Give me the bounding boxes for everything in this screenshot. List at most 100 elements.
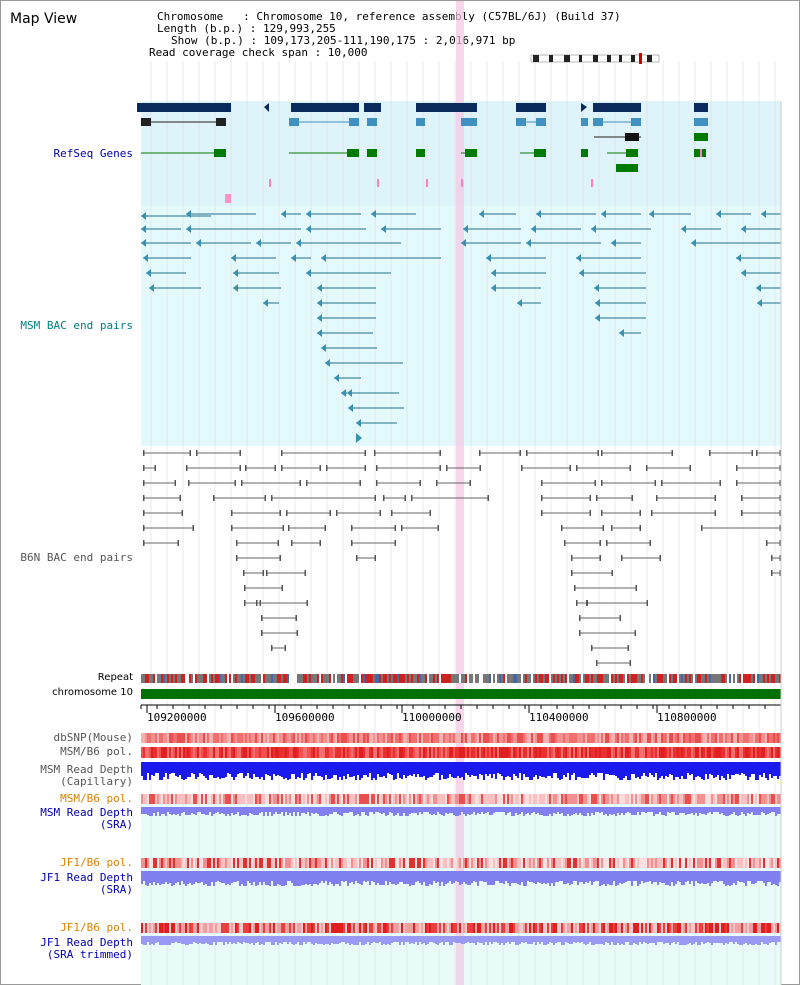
read-depth-bar <box>179 936 181 943</box>
bac-end-arrow <box>256 239 261 247</box>
read-depth-bar <box>435 807 437 815</box>
read-depth-bar <box>701 871 703 883</box>
pol-strip <box>521 923 523 933</box>
track-label-msm-depth-sra[interactable]: MSM Read Depth (SRA) <box>40 807 133 831</box>
read-depth-bar <box>347 871 349 886</box>
pol-strip <box>643 858 645 868</box>
pol-strip <box>779 858 781 868</box>
read-depth-bar <box>201 871 203 882</box>
dbsnp-strip <box>655 733 657 743</box>
pol-strip <box>603 794 605 804</box>
pol-strip <box>523 923 525 933</box>
pol-strip <box>325 858 327 868</box>
read-depth-bar <box>177 807 179 814</box>
pol-strip <box>523 858 525 868</box>
read-depth-bar <box>677 762 679 777</box>
read-depth-bar <box>765 807 767 815</box>
pol-strip <box>763 858 765 868</box>
pol-strip <box>313 923 315 933</box>
pol-strip <box>211 747 213 758</box>
pol-strip <box>639 858 641 868</box>
pol-strip <box>351 794 353 804</box>
pol-strip <box>259 747 261 758</box>
read-depth-bar <box>179 762 181 775</box>
track-label-msm-pol-sra[interactable]: MSM/B6 pol. <box>60 792 133 805</box>
dbsnp-strip <box>699 733 701 743</box>
track-label-msm-pol[interactable]: MSM/B6 pol. <box>60 745 133 758</box>
dbsnp-strip <box>677 733 679 743</box>
repeat-block <box>321 674 323 683</box>
read-depth-bar <box>553 871 555 886</box>
repeat-block <box>549 674 551 683</box>
read-depth-bar <box>435 936 437 944</box>
dbsnp-strip <box>461 733 463 743</box>
read-depth-bar <box>385 936 387 945</box>
track-label-jf1-pol[interactable]: JF1/B6 pol. <box>60 856 133 869</box>
track-label-jf1-depth-sra[interactable]: JF1 Read Depth (SRA) <box>40 872 133 896</box>
pol-strip <box>225 794 227 804</box>
read-depth-bar <box>749 762 751 777</box>
read-depth-bar <box>277 936 279 945</box>
pol-strip <box>451 747 453 758</box>
bac-end-arrow <box>196 239 201 247</box>
read-depth-bar <box>163 807 165 814</box>
read-depth-bar <box>653 762 655 777</box>
pol-strip <box>165 858 167 868</box>
bac-end-tick <box>576 465 578 471</box>
dbsnp-strip <box>687 733 689 743</box>
read-depth-bar <box>723 936 725 945</box>
read-depth-bar <box>757 936 759 945</box>
pol-strip <box>667 923 669 933</box>
read-depth-bar <box>279 807 281 814</box>
dbsnp-strip <box>299 733 301 743</box>
repeat-block <box>583 674 585 683</box>
pol-strip <box>191 794 193 804</box>
track-label-b6n-bac[interactable]: B6N BAC end pairs <box>20 551 133 564</box>
bac-end-tick <box>326 465 328 471</box>
pol-strip <box>451 923 453 933</box>
dbsnp-strip <box>225 733 227 743</box>
read-depth-bar <box>773 807 775 812</box>
repeat-block <box>509 674 511 683</box>
pol-strip <box>505 747 507 758</box>
track-label-msm-depth-cap[interactable]: MSM Read Depth (Capillary) <box>40 764 133 788</box>
pol-strip <box>529 858 531 868</box>
read-depth-bar <box>343 762 345 776</box>
track-label-jf1-depth-trim[interactable]: JF1 Read Depth (SRA trimmed) <box>40 937 133 961</box>
pol-strip <box>255 923 257 933</box>
pol-strip <box>479 747 481 758</box>
exon <box>416 149 425 157</box>
read-depth-bar <box>371 762 373 780</box>
track-label-dbsnp[interactable]: dbSNP(Mouse) <box>53 731 133 744</box>
pol-strip <box>315 747 317 758</box>
repeat-block <box>687 674 689 683</box>
read-depth-bar <box>301 762 303 773</box>
pol-strip <box>699 858 701 868</box>
read-depth-bar <box>521 807 523 812</box>
pol-strip <box>535 858 537 868</box>
read-depth-bar <box>521 762 523 780</box>
read-depth-bar <box>561 762 563 779</box>
dbsnp-strip <box>161 733 163 743</box>
pol-strip <box>435 858 437 868</box>
track-label-msm-bac[interactable]: MSM BAC end pairs <box>20 319 133 332</box>
pol-strip <box>725 923 727 933</box>
read-depth-bar <box>403 762 405 775</box>
repeat-block <box>769 674 771 683</box>
pol-strip <box>375 923 377 933</box>
read-depth-bar <box>167 871 169 884</box>
read-depth-bar <box>333 871 335 886</box>
read-depth-bar <box>365 936 367 944</box>
dbsnp-strip <box>235 733 237 743</box>
pol-strip <box>691 794 693 804</box>
track-label-refseq[interactable]: RefSeq Genes <box>53 147 133 160</box>
read-depth-bar <box>685 807 687 815</box>
dbsnp-strip <box>443 733 445 743</box>
track-label-jf1-pol-trim[interactable]: JF1/B6 pol. <box>60 921 133 934</box>
pol-strip <box>245 794 247 804</box>
pol-strip <box>583 747 585 758</box>
read-depth-bar <box>423 936 425 943</box>
pol-strip <box>327 794 329 804</box>
